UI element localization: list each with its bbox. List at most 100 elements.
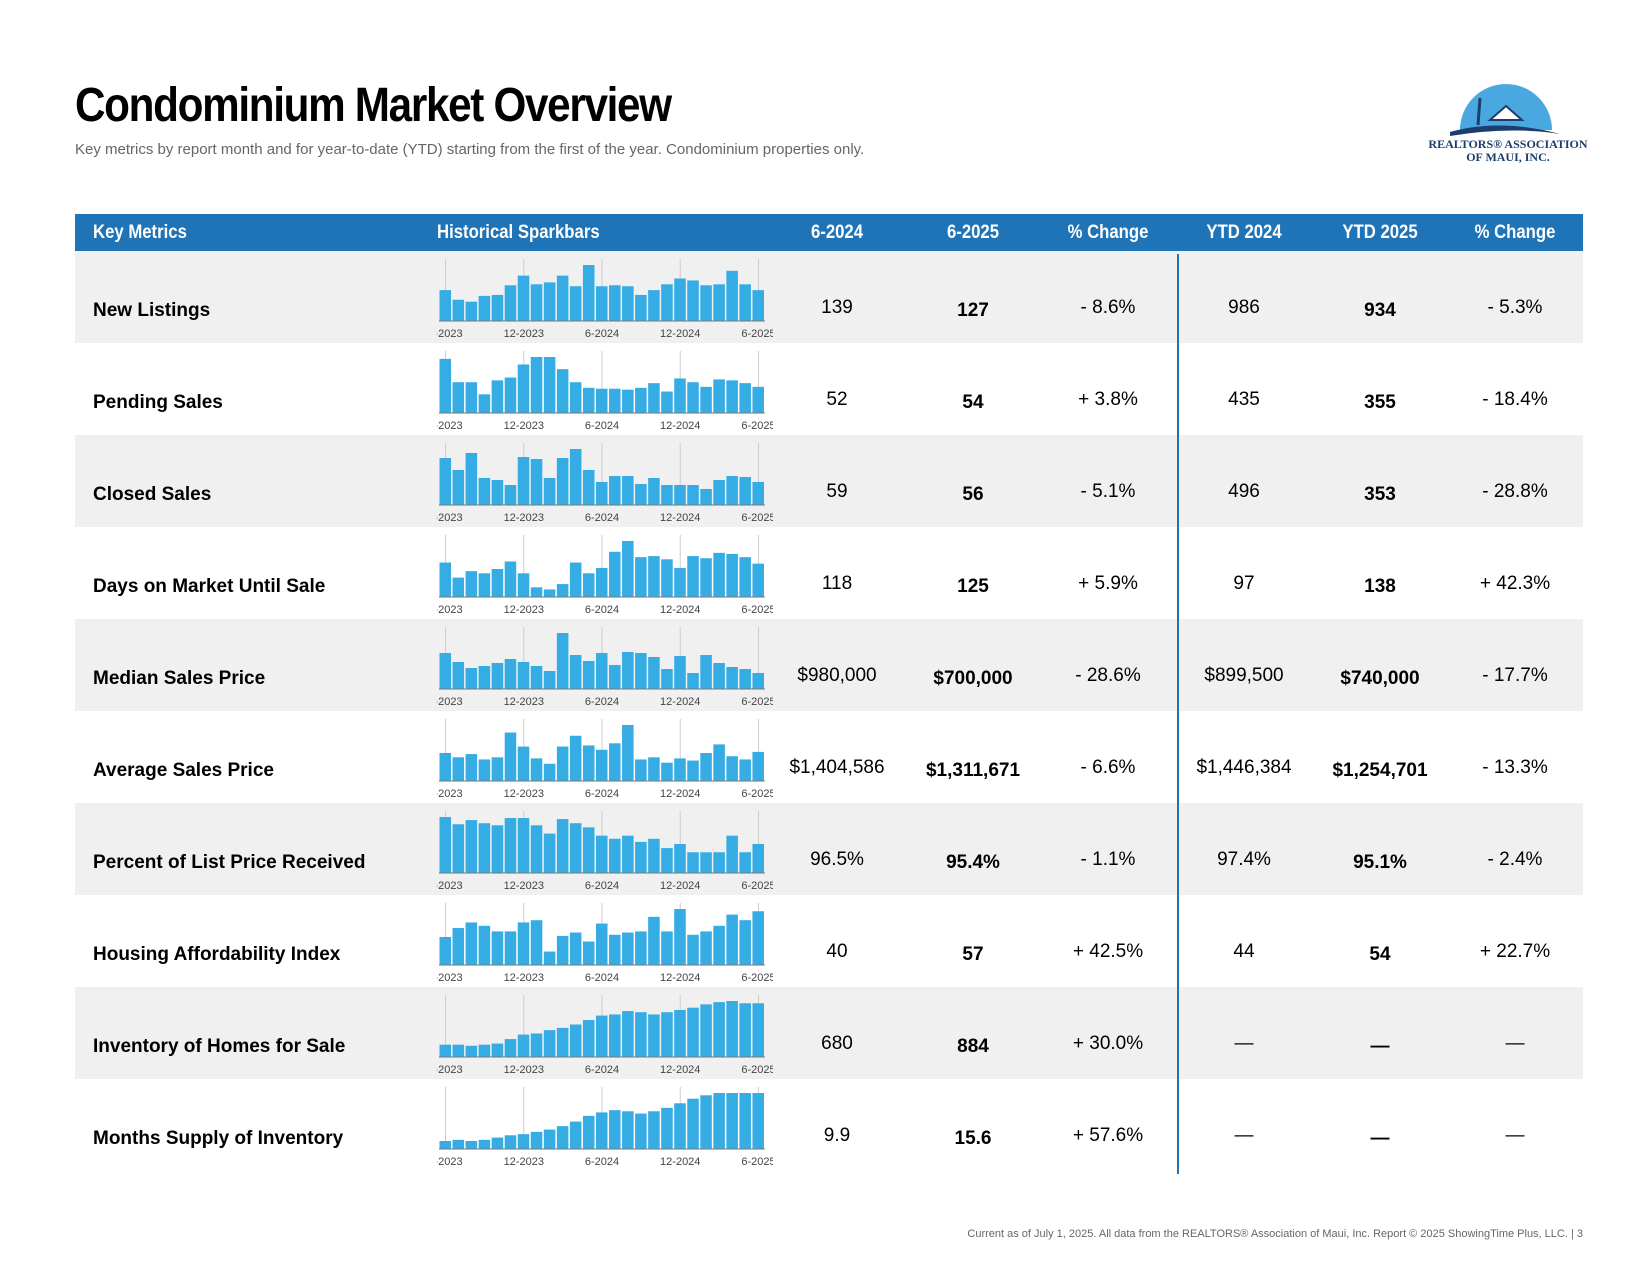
metric-name: Median Sales Price (93, 668, 266, 689)
sparkbar (674, 843, 686, 873)
sparkbar (582, 387, 595, 413)
spark-label: 6-2024 (585, 696, 619, 708)
sparkbar (661, 848, 673, 873)
sparkbar (661, 391, 673, 413)
cell-value: - 28.6% (1075, 665, 1141, 686)
spark-label: 6-2025 (741, 328, 773, 340)
cell-value: - 5.1% (1080, 481, 1136, 502)
sparkbar (530, 587, 543, 597)
sparkbar (504, 377, 517, 413)
sparkbar (491, 294, 504, 321)
sparkbar (478, 823, 491, 873)
sparkbar (700, 753, 712, 781)
sparkbar (439, 358, 452, 413)
sparkbar (635, 841, 647, 873)
sparkbar (452, 928, 465, 965)
sparkbar (491, 569, 504, 597)
sparkbar-chart: 6-2023 12-2023 6-2024 12-2024 6-2025 (437, 995, 773, 1076)
sparkbar (556, 584, 569, 597)
sparkbar (674, 1103, 686, 1149)
cell-value: $1,311,671 (925, 760, 1021, 781)
table-row: Housing Affordability Index 40 57 + 42.5% 44… (75, 895, 1583, 987)
sparkbar (726, 476, 738, 505)
sparkbar (752, 290, 764, 321)
spark-label: 6-2023 (437, 972, 463, 984)
cell-value: — (1370, 1128, 1390, 1149)
sparkbar (491, 1043, 504, 1057)
cell-value: — (1234, 1125, 1254, 1146)
spark-label: 12-2024 (660, 972, 700, 984)
metric-name: New Listings (93, 300, 211, 321)
sparkbar (452, 577, 465, 597)
sparkbar (622, 932, 634, 965)
sparkbar (452, 299, 465, 321)
sparkbar (465, 382, 478, 413)
sparkbar (713, 1093, 725, 1149)
sparkbar (674, 378, 686, 413)
sparkbar (543, 1030, 556, 1057)
sparkbar (661, 669, 673, 689)
metric-name: Percent of List Price Received (93, 852, 366, 873)
sparkbar (622, 725, 634, 781)
table-row: Months Supply of Inventory 9.9 15.6 + 57.6%… (75, 1079, 1583, 1171)
cell-value: - 1.1% (1080, 849, 1136, 870)
sparkbar-chart: 6-2023 12-2023 6-2024 12-2024 6-2025 (437, 351, 773, 432)
sparkbar (543, 951, 556, 965)
sparkbar (478, 1044, 491, 1057)
sparkbar (465, 571, 478, 597)
sparkbar (609, 1014, 621, 1057)
spark-label: 12-2023 (504, 788, 544, 800)
sparkbar (569, 932, 582, 965)
spark-label: 12-2023 (504, 1156, 544, 1168)
sparkbar (530, 758, 543, 781)
sparkbar (648, 657, 660, 689)
table-row: Closed Sales 59 56 - 5.1% 496 353 - 28.8% 6-202… (75, 435, 1583, 527)
spark-label: 6-2023 (437, 512, 463, 524)
sparkbar (752, 673, 764, 689)
sparkbar (595, 286, 608, 321)
sparkbar (622, 389, 634, 413)
cell-value: 96.5% (810, 849, 864, 870)
column-header: % Change (1474, 222, 1556, 243)
sparkbar (739, 1003, 751, 1057)
sparkbar (582, 1115, 595, 1149)
sparkbar (478, 478, 491, 505)
cell-value: + 5.9% (1078, 573, 1138, 594)
spark-label: 6-2023 (437, 696, 463, 708)
sparkbar (752, 1093, 764, 1149)
sparkbar-chart: 6-2023 12-2023 6-2024 12-2024 6-2025 (437, 811, 773, 892)
sparkbar (452, 824, 465, 873)
metric-name: Months Supply of Inventory (93, 1128, 344, 1149)
metric-name: Days on Market Until Sale (93, 576, 326, 597)
sparkbar (517, 922, 530, 965)
sparkbar (739, 852, 751, 873)
sparkbar (452, 662, 465, 689)
sparkbar (726, 667, 738, 689)
sparkbar (752, 751, 764, 781)
sparkbar (556, 275, 569, 321)
sparkbar (661, 931, 673, 965)
cell-value: - 17.7% (1482, 665, 1548, 686)
spark-label: 12-2024 (660, 1156, 700, 1168)
logo-text: OF MAUI, INC. (1466, 150, 1550, 164)
sparkbar-chart: 6-2023 12-2023 6-2024 12-2024 6-2025 (437, 627, 773, 708)
spark-label: 12-2024 (660, 880, 700, 892)
sparkbar (595, 482, 608, 505)
sparkbar (635, 1012, 647, 1057)
column-header: % Change (1067, 222, 1149, 243)
cell-value: 40 (826, 941, 848, 962)
sparkbar (478, 394, 491, 413)
sparkbar (726, 270, 738, 321)
sparkbar (517, 746, 530, 781)
sparkbar (622, 835, 634, 873)
sparkbar (491, 757, 504, 781)
cell-value: - 28.8% (1482, 481, 1548, 502)
sparkbar (556, 819, 569, 873)
sparkbar (569, 562, 582, 597)
sparkbar (713, 852, 725, 873)
sparkbar (595, 1015, 608, 1057)
spark-label: 6-2024 (585, 880, 619, 892)
spark-label: 12-2024 (660, 788, 700, 800)
cell-value: - 5.3% (1487, 297, 1543, 318)
